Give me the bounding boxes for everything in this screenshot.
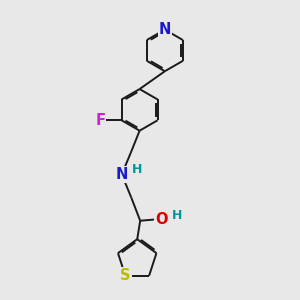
Text: H: H <box>132 163 142 176</box>
Text: F: F <box>95 113 105 128</box>
Text: H: H <box>172 209 182 222</box>
Text: S: S <box>120 268 130 283</box>
Text: N: N <box>159 22 171 37</box>
Text: O: O <box>155 212 168 227</box>
Text: N: N <box>116 167 128 182</box>
